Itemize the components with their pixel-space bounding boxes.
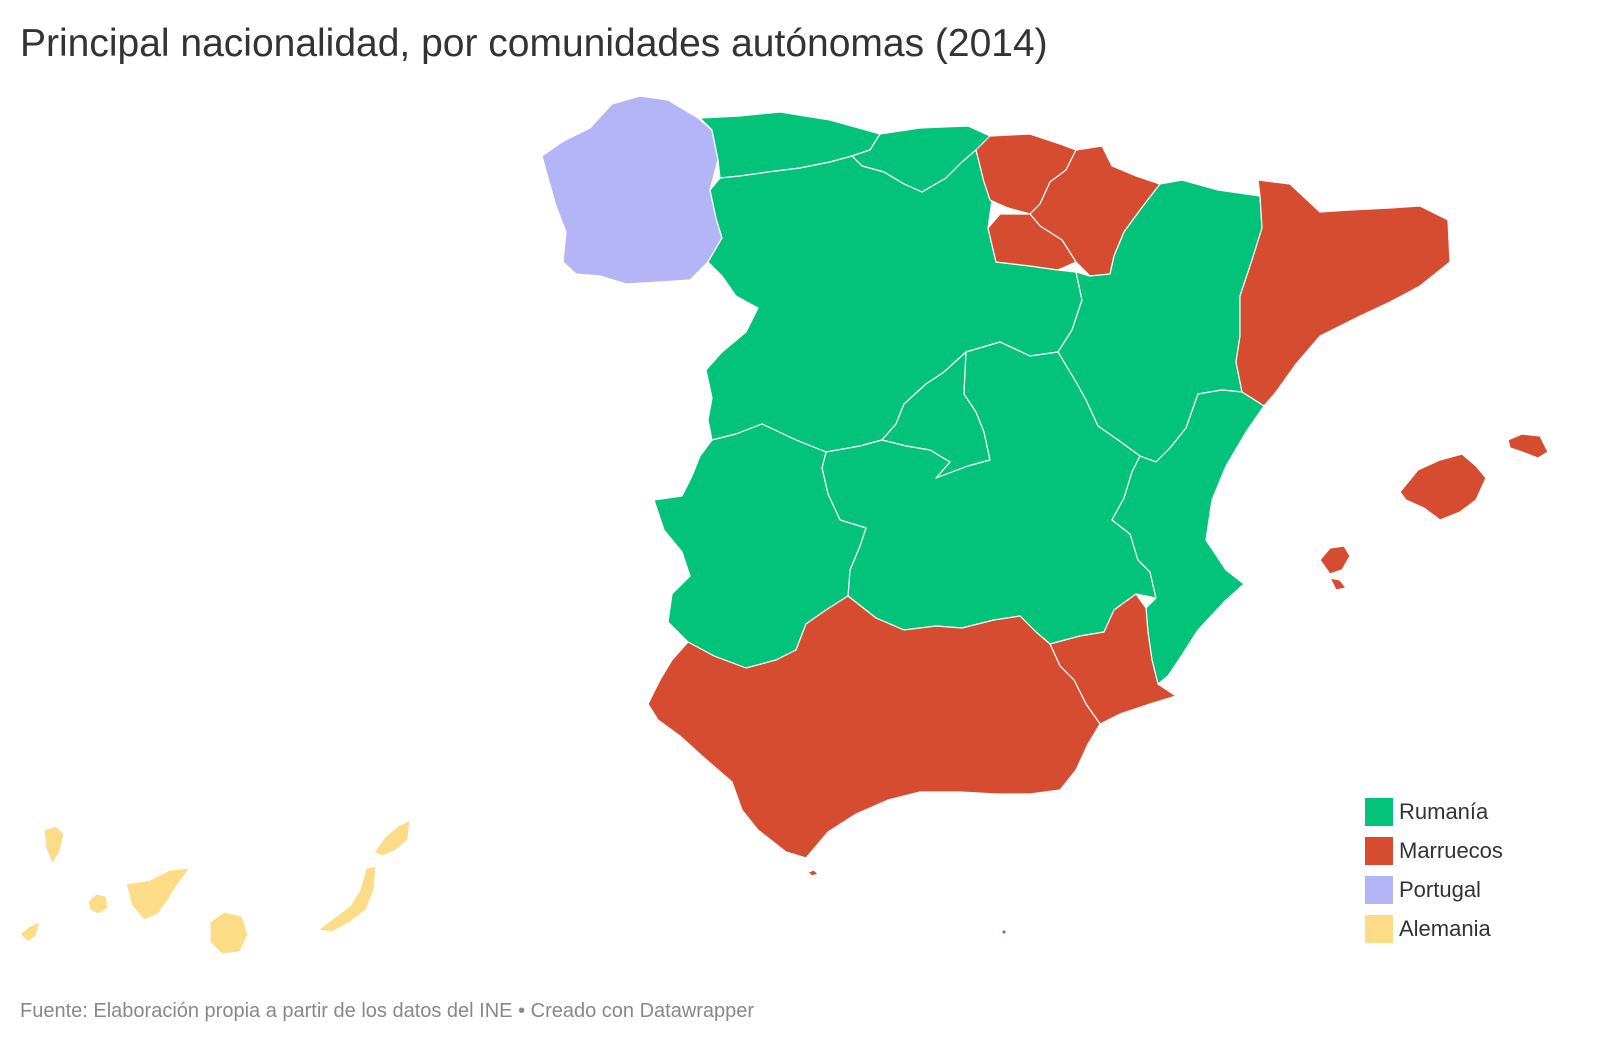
map-legend: Rumanía Marruecos Portugal Alemania xyxy=(1365,792,1503,948)
legend-label: Rumanía xyxy=(1399,798,1489,824)
region-andalucia[interactable] xyxy=(647,595,1101,859)
legend-swatch xyxy=(1365,914,1393,943)
region-canarias-tenerife[interactable] xyxy=(125,867,191,921)
region-islas-baleares-formentera[interactable] xyxy=(1329,577,1347,591)
region-islas-baleares-menorca[interactable] xyxy=(1507,433,1549,459)
region-melilla[interactable] xyxy=(1001,929,1007,935)
legend-label: Marruecos xyxy=(1399,837,1503,863)
region-canarias-el-hierro[interactable] xyxy=(19,921,41,943)
legend-label: Portugal xyxy=(1399,876,1481,902)
region-cataluna[interactable] xyxy=(1235,179,1451,407)
legend-item: Marruecos xyxy=(1365,831,1503,870)
legend-item: Portugal xyxy=(1365,870,1503,909)
region-canarias-lanzarote[interactable] xyxy=(373,819,411,857)
source-note: Fuente: Elaboración propia a partir de l… xyxy=(20,1000,755,1022)
legend-item: Rumanía xyxy=(1365,792,1503,831)
legend-swatch xyxy=(1365,836,1393,865)
map-title: Principal nacionalidad, por comunidades … xyxy=(20,22,1048,65)
legend-swatch xyxy=(1365,875,1393,904)
region-canarias-la-gomera[interactable] xyxy=(87,893,109,915)
region-islas-baleares-ibiza[interactable] xyxy=(1319,545,1351,575)
region-ceuta[interactable] xyxy=(807,869,819,877)
region-galicia[interactable] xyxy=(541,95,723,285)
region-islas-baleares-mallorca[interactable] xyxy=(1399,453,1487,521)
legend-item: Alemania xyxy=(1365,909,1503,948)
legend-swatch xyxy=(1365,797,1393,826)
legend-label: Alemania xyxy=(1399,915,1491,941)
region-canarias-gran-canaria[interactable] xyxy=(209,911,249,955)
region-canarias-la-palma[interactable] xyxy=(43,825,65,865)
region-la-rioja[interactable] xyxy=(987,213,1077,271)
region-canarias-fuerteventura[interactable] xyxy=(317,865,377,933)
